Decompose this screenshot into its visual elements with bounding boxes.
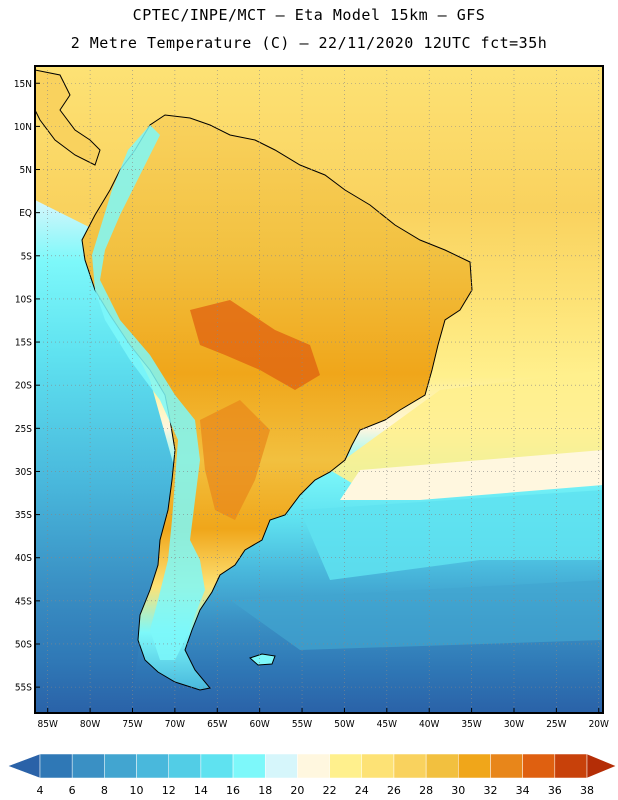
- lat-label: 5S: [21, 251, 33, 262]
- colorbar-swatch: [168, 753, 202, 779]
- colorbar-swatch: [104, 753, 137, 779]
- lon-label: 50W: [334, 719, 354, 730]
- colorbar-tick-label: 30: [451, 784, 465, 797]
- colorbar-swatch: [136, 753, 169, 779]
- colorbar-tick-label: 10: [130, 784, 144, 797]
- colorbar-swatch: [554, 753, 588, 779]
- lon-label: 55W: [292, 719, 312, 730]
- colorbar-swatch: [264, 753, 298, 779]
- lon-label: 20W: [589, 719, 609, 730]
- colorbar-tick-label: 16: [226, 784, 240, 797]
- lat-label: 25S: [15, 424, 32, 435]
- colorbar-swatch: [522, 753, 556, 779]
- atlantic-cold-band: [230, 580, 603, 650]
- lat-label: 10N: [14, 122, 32, 133]
- colorbar-tick-label: 28: [419, 784, 433, 797]
- lat-label: 50S: [15, 639, 32, 650]
- lat-label: 35S: [15, 510, 32, 521]
- lat-label: 55S: [15, 683, 32, 694]
- colorbar-tick-label: 24: [355, 784, 369, 797]
- lon-label: 35W: [461, 719, 481, 730]
- central-america-land: [35, 69, 101, 166]
- colorbar-tick-label: 34: [516, 784, 530, 797]
- graticule: [35, 66, 603, 713]
- colorbar-swatch: [200, 753, 234, 779]
- colorbar-tick-label: 4: [37, 784, 44, 797]
- colorbar-low-arrow: [7, 753, 41, 779]
- colorbar-swatch: [393, 753, 427, 779]
- colorbar-tick-label: 36: [548, 784, 562, 797]
- hot-interior-region: [190, 300, 320, 390]
- colorbar-swatch: [329, 753, 363, 779]
- colorbar-tick-label: 26: [387, 784, 401, 797]
- lat-label: 20S: [15, 381, 32, 392]
- colorbar-tick-label: 18: [258, 784, 272, 797]
- pacific-ocean-field: [35, 200, 175, 713]
- colorbar-tick-label: 22: [323, 784, 337, 797]
- longitude-labels: 85W 80W 75W 70W 65W 60W 55W 50W 45W 40W 35W 30W 25W 2…: [38, 708, 609, 730]
- lon-label: 25W: [546, 719, 566, 730]
- colorbar-tick-label: 38: [580, 784, 594, 797]
- lon-label: 45W: [377, 719, 397, 730]
- latitude-labels: 15N 10N 5N EQ 5S 10S 15S 20S 25S 30S 35S 40S 45S 50S 5…: [14, 79, 40, 694]
- lon-label: 80W: [80, 719, 100, 730]
- lon-label: 40W: [419, 719, 439, 730]
- lat-label: EQ: [19, 208, 32, 219]
- lat-label: 15S: [15, 338, 32, 349]
- colorbar-swatch: [458, 753, 491, 779]
- colorbar-high-arrow: [586, 753, 617, 779]
- colorbar-tick-label: 20: [290, 784, 304, 797]
- lat-label: 5N: [20, 165, 32, 176]
- map-frame: [34, 65, 604, 714]
- lat-label: 40S: [15, 553, 32, 564]
- colorbar-swatch: [71, 753, 105, 779]
- lat-label: 15N: [14, 79, 32, 90]
- colorbar-tick-label: 32: [483, 784, 497, 797]
- lon-label: 65W: [207, 719, 227, 730]
- colorbar-tick-label: 6: [69, 784, 76, 797]
- colorbar-swatch: [297, 753, 330, 779]
- atlantic-mild-band: [340, 450, 603, 500]
- lon-label: 70W: [165, 719, 185, 730]
- colorbar: 4 6 8 10 12 14 16 18 20 22 24 26 28 30 32 34 36 38: [7, 753, 617, 797]
- lat-label: 30S: [15, 467, 32, 478]
- colorbar-tick-label: 8: [101, 784, 108, 797]
- colorbar-swatch: [361, 753, 395, 779]
- lon-label: 60W: [249, 719, 269, 730]
- colorbar-swatch: [490, 753, 523, 779]
- lat-label: 45S: [15, 596, 32, 607]
- colorbar-swatch: [39, 753, 73, 779]
- lon-label: 30W: [504, 719, 524, 730]
- lon-label: 75W: [122, 719, 142, 730]
- map-title-line2: 2 Metre Temperature (C) – 22/11/2020 12U…: [70, 34, 548, 52]
- colorbar-swatch: [425, 753, 459, 779]
- lon-label: 85W: [38, 719, 58, 730]
- map-title-line1: CPTEC/INPE/MCT – Eta Model 15km – GFS: [132, 6, 486, 24]
- colorbar-tick-label: 14: [194, 784, 208, 797]
- lat-label: 10S: [15, 294, 32, 305]
- falkland-islands: [249, 653, 276, 666]
- colorbar-swatch: [232, 753, 266, 779]
- colorbar-tick-label: 12: [162, 784, 176, 797]
- andes-cool-strip: [92, 125, 205, 660]
